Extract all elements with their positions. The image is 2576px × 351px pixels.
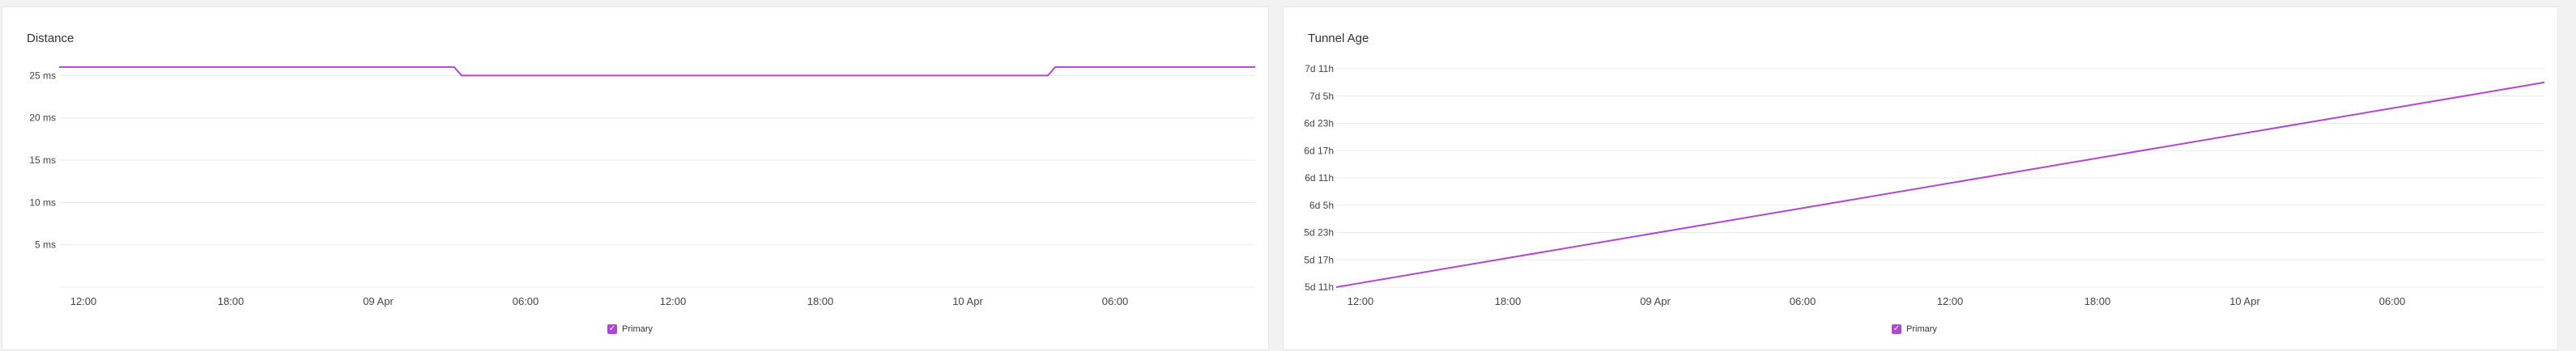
distance-y-tick-label: 5 ms: [35, 239, 56, 251]
tunnel-age-y-tick-label: 5d 11h: [1305, 281, 1334, 293]
tunnel-age-y-tick-label: 5d 17h: [1304, 254, 1334, 265]
distance-series-line-primary: [59, 66, 1255, 77]
tunnel-age-y-tick-label: 7d 5h: [1309, 91, 1334, 102]
distance-title: Distance: [27, 32, 75, 45]
tunnel-age-x-tick-label: 18:00: [1495, 295, 1522, 307]
distance-y-tick-label: 20 ms: [29, 112, 56, 124]
distance-x-tick-label: 18:00: [218, 295, 245, 307]
legend-checkbox-icon[interactable]: ✓: [1892, 324, 1901, 334]
tunnel-age-x-tick-label: 12:00: [1937, 295, 1964, 307]
distance-y-tick-label: 10 ms: [29, 197, 56, 208]
tunnel-age-y-tick-label: 6d 11h: [1305, 172, 1334, 184]
tunnel-age-legend-label: Primary: [1906, 324, 1937, 334]
distance-y-tick-label: 25 ms: [29, 70, 56, 81]
tunnel-age-y-tick-label: 6d 17h: [1304, 145, 1334, 156]
distance-x-tick-label: 09 Apr: [363, 295, 394, 307]
tunnel-age-y-tick-label: 7d 11h: [1305, 63, 1334, 74]
tunnel-age-chart: 7d 11h 7d 5h 6d 23h 6d 17h 6d 11h 6d 5h 5d 23h…: [1304, 63, 2545, 307]
tunnel-age-legend[interactable]: ✓ Primary: [1892, 324, 1937, 334]
tunnel-age-y-tick-label: 5d 23h: [1304, 227, 1334, 239]
distance-x-tick-label: 18:00: [807, 295, 834, 307]
tunnel-age-x-tick-label: 18:00: [2084, 295, 2111, 307]
distance-panel: Distance 25 ms 20 ms 15 ms 10 ms 5 ms 12:00 18…: [2, 6, 1269, 350]
distance-legend[interactable]: ✓ Primary: [607, 324, 653, 334]
distance-y-tick-label: 15 ms: [29, 154, 56, 166]
tunnel-age-x-tick-label: 12:00: [1348, 295, 1374, 307]
tunnel-age-x-tick-label: 10 Apr: [2229, 295, 2260, 307]
tunnel-age-x-tick-label: 06:00: [2379, 295, 2406, 307]
tunnel-age-x-tick-label: 09 Apr: [1640, 295, 1671, 307]
distance-x-tick-label: 06:00: [513, 295, 539, 307]
tunnel-age-y-tick-label: 6d 5h: [1309, 200, 1334, 211]
distance-x-tick-label: 06:00: [1102, 295, 1129, 307]
tunnel-age-x-tick-label: 06:00: [1790, 295, 1816, 307]
distance-chart: 25 ms 20 ms 15 ms 10 ms 5 ms 12:00 18:00 09 Apr…: [29, 66, 1255, 307]
tunnel-age-y-tick-label: 6d 23h: [1304, 118, 1334, 129]
tunnel-age-title: Tunnel Age: [1308, 32, 1369, 45]
tunnel-age-panel: Tunnel Age 7d 11h 7d 5h 6d 23h 6d 17h 6d 11h…: [1283, 6, 2558, 350]
distance-legend-label: Primary: [622, 324, 653, 334]
distance-x-tick-label: 12:00: [70, 295, 97, 307]
tunnel-age-series-line-primary: [1335, 81, 2545, 288]
legend-checkbox-icon[interactable]: ✓: [607, 324, 617, 334]
distance-x-tick-label: 10 Apr: [952, 295, 983, 307]
distance-x-tick-label: 12:00: [660, 295, 687, 307]
